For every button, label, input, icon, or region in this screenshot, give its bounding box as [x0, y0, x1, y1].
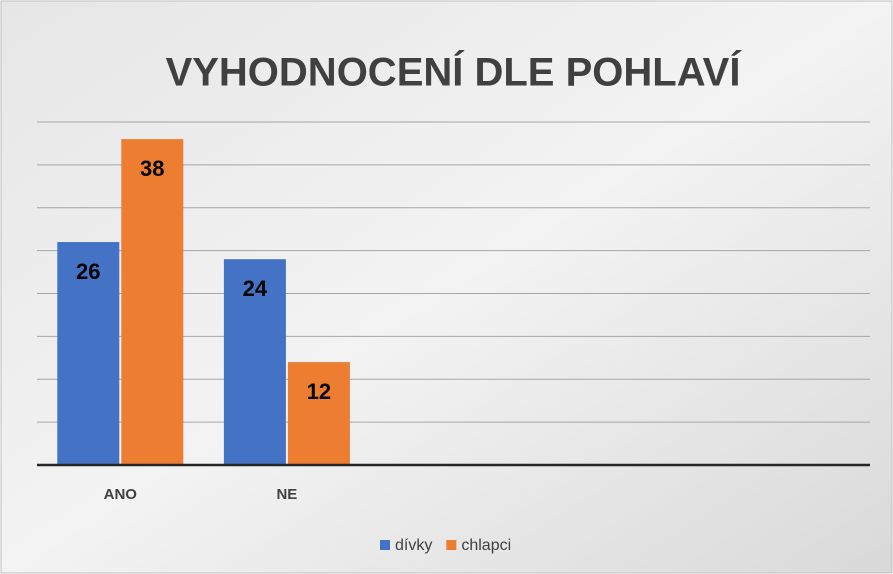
- data-label: 38: [140, 156, 164, 181]
- legend-label: dívky: [395, 537, 432, 554]
- x-tick-label: NE: [276, 486, 297, 503]
- bar: [57, 242, 120, 465]
- x-tick-label: ANO: [104, 486, 138, 503]
- legend-swatch: [380, 540, 390, 550]
- legend-swatch: [446, 540, 457, 550]
- data-label: 26: [76, 259, 100, 284]
- bar: [287, 362, 350, 465]
- chart-title: VYHODNOCENÍ DLE POHLAVÍ: [166, 50, 742, 95]
- data-label: 24: [243, 276, 268, 301]
- legend-label: chlapci: [461, 537, 511, 554]
- bar: [121, 139, 184, 465]
- data-label: 12: [307, 379, 331, 404]
- bar: [223, 259, 286, 465]
